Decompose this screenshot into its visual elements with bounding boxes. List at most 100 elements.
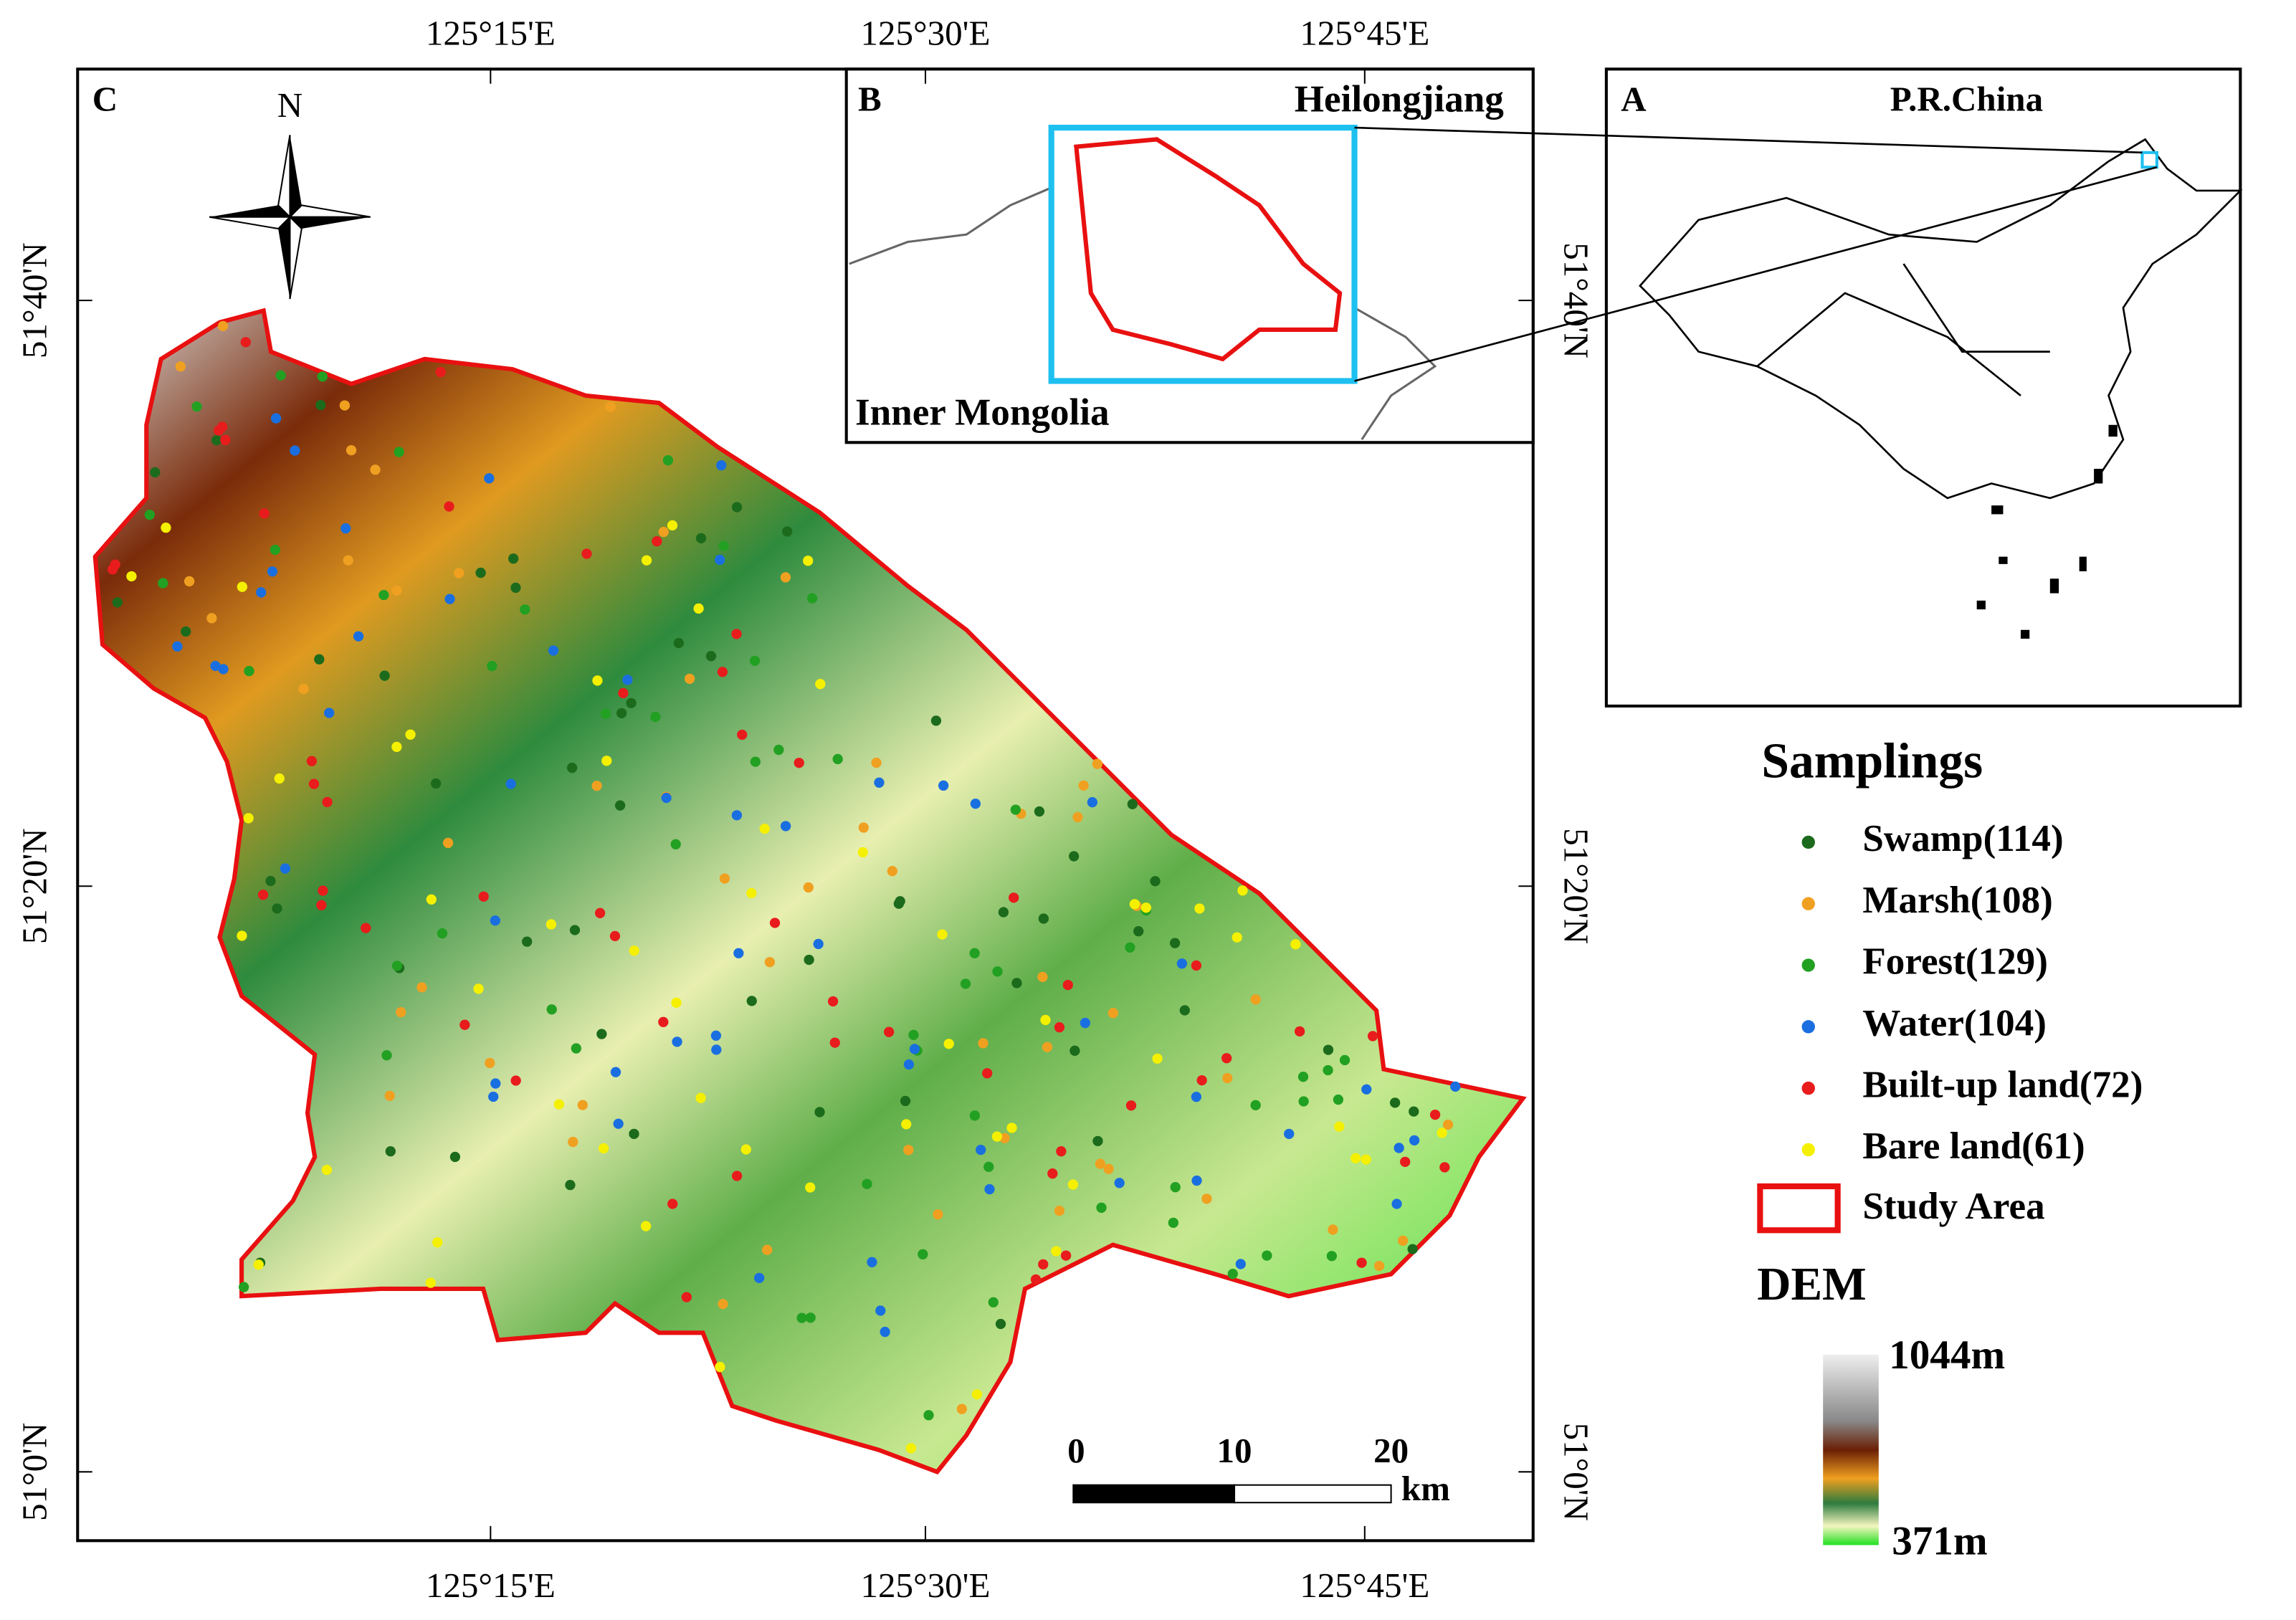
sample-point bbox=[943, 1039, 954, 1049]
sample-point bbox=[740, 1144, 751, 1155]
lon-label: 125°30'E bbox=[861, 14, 991, 53]
sample-point bbox=[1294, 1026, 1305, 1037]
sample-point bbox=[505, 778, 516, 789]
sample-point bbox=[565, 1179, 576, 1191]
sample-point bbox=[1323, 1044, 1334, 1055]
sample-point bbox=[346, 444, 357, 456]
sample-point bbox=[379, 670, 390, 681]
sample-point bbox=[629, 1128, 639, 1140]
north-label: N bbox=[277, 85, 303, 125]
sample-point bbox=[937, 929, 948, 940]
sample-point bbox=[257, 890, 269, 900]
sample-point bbox=[1060, 1250, 1072, 1261]
sample-point bbox=[695, 1092, 706, 1103]
sample-point bbox=[1201, 1193, 1212, 1204]
sample-point bbox=[566, 763, 578, 773]
sample-point bbox=[673, 637, 684, 649]
sample-point bbox=[432, 1237, 443, 1248]
sample-point bbox=[1056, 1146, 1067, 1157]
sample-point bbox=[442, 837, 454, 849]
sample-point bbox=[321, 1164, 333, 1176]
sample-point bbox=[267, 566, 278, 577]
sample-point bbox=[731, 810, 743, 821]
north-arrow bbox=[209, 135, 371, 300]
sample-point bbox=[150, 467, 161, 478]
sample-point bbox=[1129, 899, 1140, 910]
sample-point bbox=[1339, 1054, 1351, 1066]
sample-point bbox=[490, 1078, 501, 1089]
sample-point bbox=[240, 337, 251, 348]
sample-point bbox=[1250, 994, 1261, 1005]
sample-point bbox=[1400, 1156, 1411, 1168]
sample-point bbox=[629, 945, 639, 956]
region-label: Heilongjiang bbox=[1295, 79, 1505, 120]
sample-point bbox=[1087, 797, 1098, 808]
sample-point bbox=[1262, 1250, 1272, 1261]
china-outline bbox=[1639, 138, 2243, 500]
scale-bar-white bbox=[1233, 1484, 1392, 1504]
sample-point bbox=[594, 907, 606, 918]
sample-point bbox=[1051, 1246, 1062, 1257]
sample-point bbox=[731, 629, 742, 639]
sample-point bbox=[737, 729, 748, 740]
sample-point bbox=[1437, 1128, 1447, 1138]
sample-point bbox=[206, 613, 217, 624]
sample-point bbox=[454, 568, 465, 578]
sample-point bbox=[803, 882, 814, 893]
sample-point bbox=[718, 540, 729, 551]
dem-max: 1044m bbox=[1889, 1333, 2005, 1378]
sample-point bbox=[1367, 1031, 1378, 1042]
sample-point bbox=[923, 1410, 934, 1421]
sample-point bbox=[569, 925, 581, 935]
sample-point bbox=[253, 1259, 264, 1270]
scale-bar-black bbox=[1072, 1484, 1236, 1504]
dem-min: 371m bbox=[1892, 1519, 1987, 1564]
sample-point bbox=[880, 1326, 890, 1338]
sample-point bbox=[918, 1249, 928, 1259]
sample-point bbox=[1391, 1199, 1402, 1209]
sample-point bbox=[930, 715, 942, 726]
sample-point bbox=[581, 548, 592, 559]
sample-point bbox=[475, 567, 486, 578]
sample-point bbox=[1409, 1135, 1420, 1145]
sample-point bbox=[1092, 1135, 1103, 1147]
sample-point bbox=[318, 885, 328, 896]
sample-point bbox=[764, 957, 776, 968]
sample-point bbox=[1237, 885, 1248, 896]
sample-point bbox=[991, 1131, 1003, 1142]
sample-point bbox=[1009, 892, 1019, 903]
sample-point bbox=[238, 1282, 249, 1292]
sample-point bbox=[806, 593, 818, 604]
sample-point bbox=[1152, 1053, 1163, 1064]
legend-label: Swamp(114) bbox=[1862, 818, 2063, 859]
connector-line bbox=[1354, 166, 2158, 382]
sample-point bbox=[598, 1143, 609, 1154]
sample-point bbox=[908, 1029, 919, 1040]
sample-point bbox=[478, 891, 489, 902]
sample-point bbox=[220, 434, 231, 445]
sample-point bbox=[237, 581, 248, 592]
sample-point bbox=[1054, 1021, 1065, 1033]
sample-point bbox=[938, 780, 949, 791]
lon-label: 125°15'E bbox=[426, 1566, 556, 1605]
sample-point bbox=[416, 982, 427, 993]
sample-point bbox=[601, 756, 612, 766]
lat-label: 51°20'N bbox=[14, 828, 54, 944]
sample-point bbox=[485, 1057, 495, 1069]
sample-point bbox=[960, 978, 971, 989]
sample-point bbox=[684, 673, 695, 685]
sample-point bbox=[522, 936, 533, 947]
sample-point bbox=[731, 502, 743, 513]
sample-point bbox=[992, 966, 1003, 977]
lat-label: 51°40'N bbox=[14, 242, 54, 358]
sample-point bbox=[681, 1292, 692, 1302]
legend-swatch bbox=[1801, 958, 1815, 972]
sample-point bbox=[184, 576, 195, 587]
lat-label: 51°40'N bbox=[1557, 242, 1596, 358]
sample-point bbox=[813, 938, 824, 950]
sample-point bbox=[487, 661, 497, 672]
sample-point bbox=[969, 1110, 980, 1121]
sample-point bbox=[874, 777, 885, 788]
sample-point bbox=[614, 800, 626, 811]
sample-point bbox=[1107, 1008, 1119, 1019]
